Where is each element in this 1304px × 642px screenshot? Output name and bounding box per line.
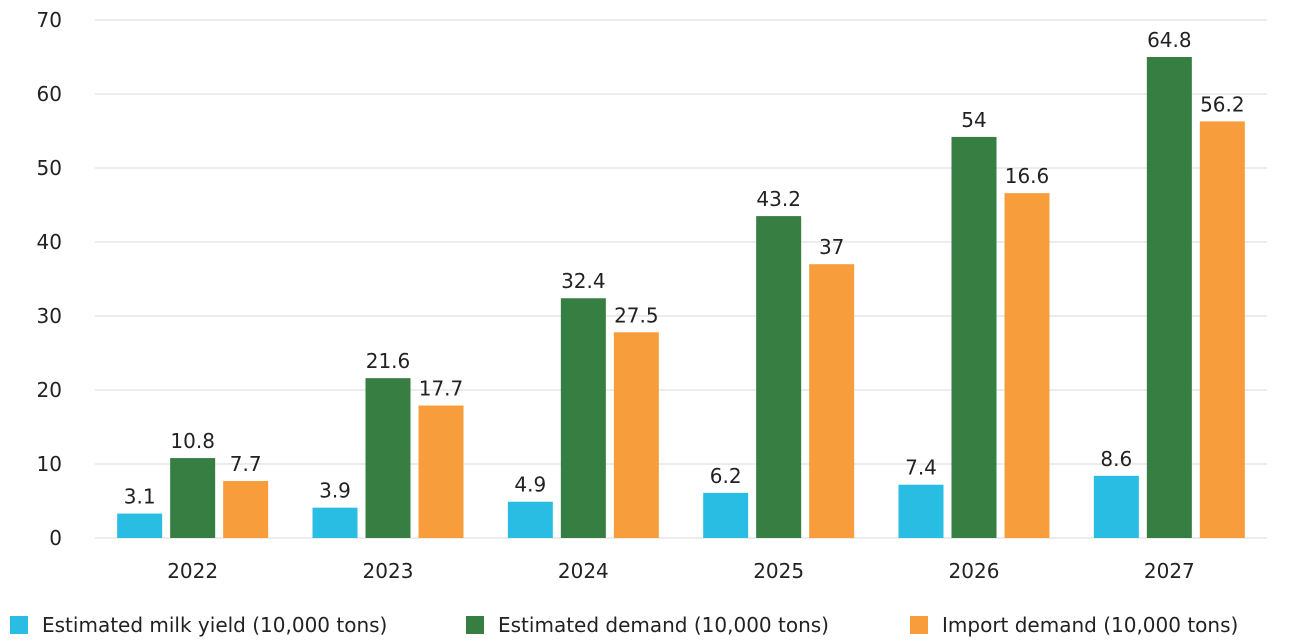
bar: [117, 513, 163, 538]
x-tick-label: 2022: [167, 559, 218, 583]
data-label: 3.1: [124, 485, 156, 509]
data-label: 8.6: [1100, 447, 1132, 471]
y-tick-label: 50: [37, 156, 62, 180]
data-label: 32.4: [561, 269, 606, 293]
data-label: 10.8: [170, 429, 215, 453]
bar: [898, 484, 944, 538]
x-tick-label: 2027: [1144, 559, 1195, 583]
y-tick-label: 30: [37, 304, 62, 328]
legend-item-milk-yield: Estimated milk yield (10,000 tons): [10, 610, 387, 640]
bar: [1093, 475, 1139, 538]
y-tick-label: 10: [37, 452, 62, 476]
bar: [223, 481, 269, 538]
legend-label-demand: Estimated demand (10,000 tons): [498, 613, 829, 637]
y-tick-label: 0: [49, 526, 62, 550]
data-label: 7.7: [230, 452, 262, 476]
bar: [560, 298, 606, 538]
bars: [117, 57, 1245, 539]
legend-swatch-milk-yield: [10, 616, 28, 634]
data-labels: 3.1 10.8 7.7 3.9 21.6 17.7 4.9 32.4 27.5 6.2 43.2 3…: [124, 28, 1245, 509]
legend-swatch-demand: [466, 616, 484, 634]
x-tick-label: 2024: [558, 559, 609, 583]
legend-label-milk-yield: Estimated milk yield (10,000 tons): [42, 613, 388, 637]
data-label: 37: [819, 235, 844, 259]
legend-item-demand: Estimated demand (10,000 tons): [466, 610, 829, 640]
data-label: 6.2: [710, 464, 742, 488]
bar: [1199, 121, 1245, 538]
legend-label-import-demand: Import demand (10,000 tons): [942, 613, 1239, 637]
data-label: 56.2: [1200, 92, 1245, 116]
data-label: 21.6: [366, 349, 411, 373]
bar: [170, 458, 216, 538]
legend-item-import-demand: Import demand (10,000 tons): [910, 610, 1238, 640]
bar: [1004, 193, 1050, 538]
data-label: 7.4: [905, 456, 937, 480]
gridlines: [95, 19, 1267, 539]
data-label: 4.9: [514, 473, 546, 497]
data-label: 64.8: [1147, 28, 1192, 52]
x-tick-label: 2026: [949, 559, 1000, 583]
data-label: 43.2: [756, 187, 801, 211]
data-label: 17.7: [419, 377, 464, 401]
data-label: 27.5: [614, 303, 659, 327]
bar: [312, 507, 358, 538]
data-label: 16.6: [1005, 164, 1050, 188]
legend-swatch-import-demand: [910, 616, 928, 634]
x-tick-label: 2023: [363, 559, 414, 583]
legend: Estimated milk yield (10,000 tons) Estim…: [0, 610, 1304, 640]
y-tick-label: 40: [37, 230, 62, 254]
bar: [613, 332, 659, 538]
bar: [418, 405, 464, 538]
bar: [809, 264, 855, 538]
bar: [365, 378, 411, 538]
bar: [951, 136, 997, 539]
bar: [1146, 57, 1192, 538]
y-tick-label: 70: [37, 8, 62, 32]
y-axis-ticks: 0 10 20 30 40 50 60 70: [37, 8, 62, 550]
x-axis-labels: 2022 2023 2024 2025 2026 2027: [167, 559, 1195, 583]
y-tick-label: 60: [37, 82, 62, 106]
y-tick-label: 20: [37, 378, 62, 402]
data-label: 54: [961, 108, 986, 132]
data-label: 3.9: [319, 479, 351, 503]
bar: [703, 492, 749, 538]
x-tick-label: 2025: [753, 559, 804, 583]
bar: [507, 501, 553, 538]
bar: [756, 216, 802, 538]
